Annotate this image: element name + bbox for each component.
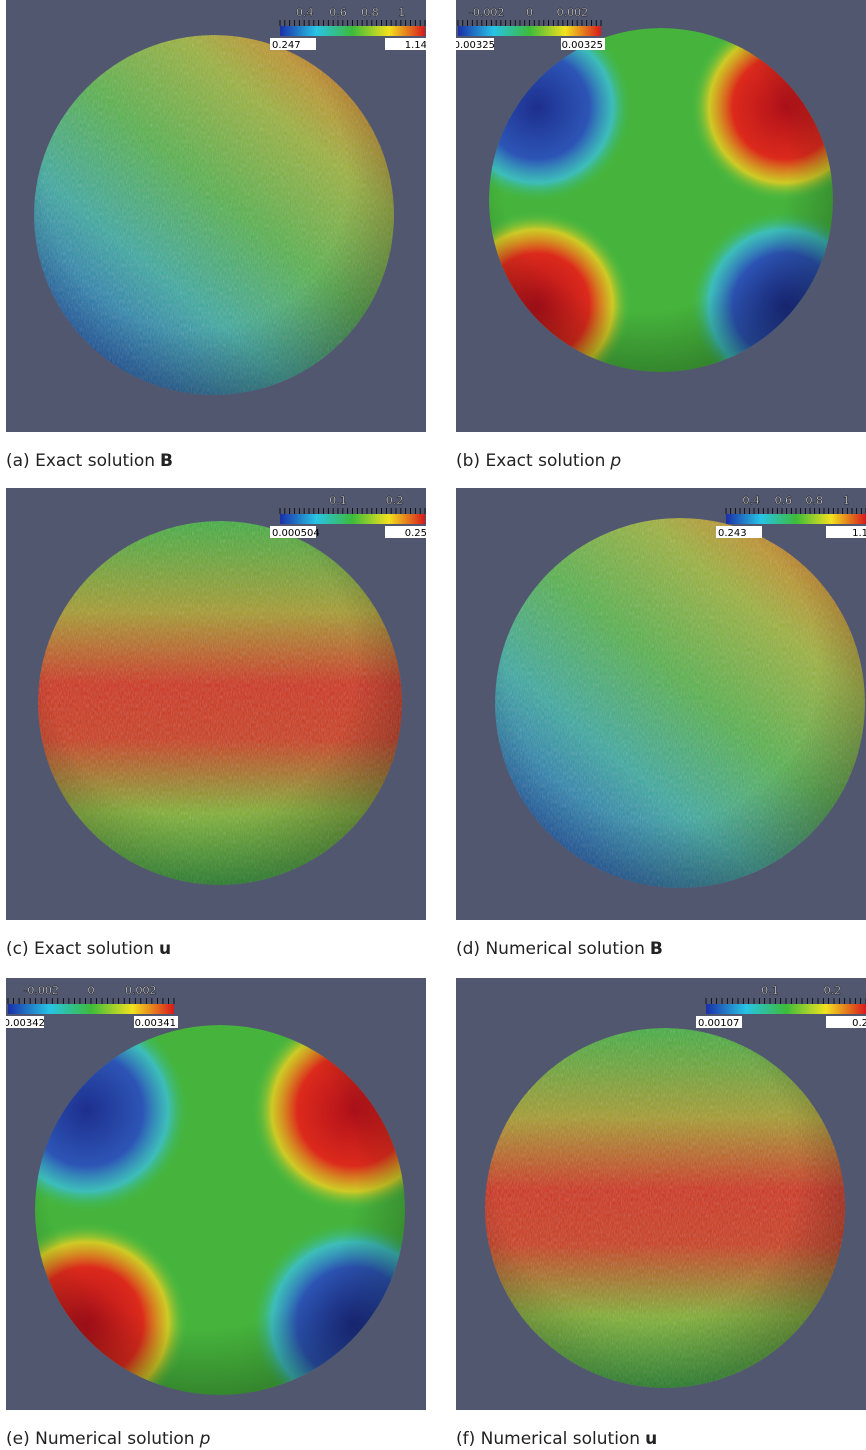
colorbar-tick-label: 0.6 [775,494,793,507]
colorbar-tick-label: 1 [398,6,405,19]
caption-text: (d) Numerical solution [456,939,645,959]
colorbar-min: 0.00107 [696,1016,742,1029]
colorbar-max: 1.14 [385,38,429,51]
colorbar-max: 0.2 [826,1016,866,1029]
caption-text: (a) Exact solution [6,451,155,471]
colorbar-min-label: -0.00325 [450,40,495,51]
colorbar-tick-label: 0.1 [329,494,347,507]
caption-symbol: B [160,451,173,471]
panel: -0.002 0 0.002 -0.00325 0.00325 (b) Exact sol… [443,0,866,471]
colorbar-tick-label: 0.4 [742,494,760,507]
colorbar-max-label: 1.14 [405,40,427,51]
colorbar-tick-label: 1 [843,494,850,507]
colorbar-max: 0.00341 [134,1016,178,1029]
colorbar-tick-label: -0.002 [469,6,504,19]
colorbar-min: 0.243 [716,526,762,539]
viewport: -0.002 0 0.002 -0.00325 0.00325 [443,0,866,432]
colorbar-min: -0.00325 [448,38,495,51]
colorbar-tick-label: 0.1 [761,984,779,997]
shading [485,1028,845,1388]
colorbar-min: 0.000504 [270,526,320,539]
colorbar-min-label: 0.247 [272,40,301,51]
colorbar-min-label: 0.000504 [272,528,320,539]
colorbar-max: 1.1 [826,526,866,539]
caption-text: (c) Exact solution [6,939,154,959]
colorbar-tick-label: 0.8 [805,494,823,507]
caption-symbol: u [159,939,171,959]
caption-symbol: B [650,939,663,959]
colorbar [280,514,425,524]
viewport: 0.4 0.6 0.8 1 0.247 1.14 [6,0,429,432]
colorbar-max-label: 0.25 [405,528,427,539]
colorbar-max-label: 1.1 [852,528,866,539]
shading [34,35,394,395]
viewport: 0.1 0.2 0.000504 0.25 [6,488,429,920]
colorbar-min-label: -0.00342 [0,1018,45,1029]
colorbar [458,26,601,36]
viewport: 0.4 0.6 0.8 1 0.243 1.1 [456,488,866,920]
shading [489,28,833,372]
colorbar-tick-label: 0.6 [329,6,347,19]
colorbar-tick-label: 0 [526,6,533,19]
colorbar-max: 0.00325 [561,38,605,51]
panel: -0.002 0 0.002 -0.00342 0.00341 (e) Numerical… [0,978,455,1449]
colorbar-min-label: 0.243 [718,528,747,539]
caption-text: (b) Exact solution [456,451,605,471]
colorbar-tick-label: 0.002 [125,984,157,997]
colorbar-min-label: 0.00107 [698,1018,739,1029]
viewport: -0.002 0 0.002 -0.00342 0.00341 [0,978,455,1425]
viewport: 0.1 0.2 0.00107 0.2 [456,978,866,1410]
colorbar [706,1004,866,1014]
colorbar-max-label: 0.2 [852,1018,866,1029]
shading [35,1025,405,1395]
colorbar-tick-label: 0.8 [361,6,379,19]
colorbar-tick-label: 0.4 [296,6,314,19]
colorbar-min: 0.247 [270,38,316,51]
colorbar-max: 0.25 [385,526,429,539]
colorbar [8,1004,174,1014]
colorbar [726,514,866,524]
caption-symbol: p [199,1429,211,1449]
caption-text: (e) Numerical solution [6,1429,195,1449]
colorbar-tick-label: 0.2 [824,984,842,997]
colorbar [280,26,425,36]
panel: 0.4 0.6 0.8 1 0.243 1.1 (d) Numerical solution… [456,488,866,959]
colorbar-max-label: 0.00341 [135,1018,176,1029]
colorbar-tick-label: -0.002 [23,984,58,997]
shading [495,518,865,888]
figure: 0.40.60.810.2471.14(a) Exact solutionB-0… [0,0,866,1450]
colorbar-tick-label: 0.002 [557,6,589,19]
caption-symbol: u [645,1429,657,1449]
colorbar-min: -0.00342 [0,1016,45,1029]
shading [38,521,402,885]
colorbar-tick-label: 0 [88,984,95,997]
page: 0.40.60.810.2471.14(a) Exact solutionB-0… [0,0,866,1450]
caption-symbol: p [609,451,621,471]
caption-text: (f) Numerical solution [456,1429,640,1449]
colorbar-tick-label: 0.2 [386,494,404,507]
colorbar-max-label: 0.00325 [562,40,603,51]
